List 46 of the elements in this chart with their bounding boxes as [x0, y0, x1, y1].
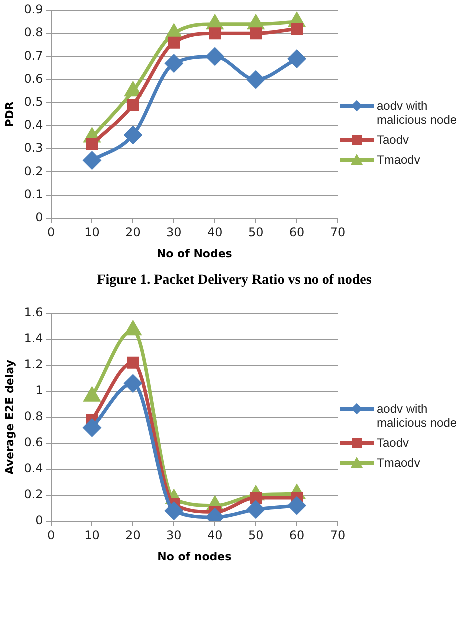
- y-tick-label: 0.8: [24, 26, 44, 40]
- y-tick-label: 1.2: [24, 358, 44, 372]
- x-tick-label: 0: [47, 528, 56, 543]
- y-tick-label: 0.6: [24, 72, 44, 86]
- x-tick-label: 20: [126, 528, 141, 543]
- legend-label: aodv with malicious node: [377, 402, 458, 430]
- y-tick-label: 0.8: [24, 410, 44, 424]
- legend-label: Taodv: [377, 436, 410, 450]
- x-tick-label: 50: [248, 528, 264, 543]
- y-tick-label: 0.2: [24, 488, 44, 502]
- y-tick-label: 1: [36, 384, 44, 398]
- legend-label: aodv with malicious node: [377, 98, 458, 126]
- x-tick-label: 50: [248, 226, 264, 240]
- y-axis-title: PDR: [3, 101, 16, 128]
- x-tick-label: 40: [207, 226, 223, 240]
- y-tick-label: 0: [36, 210, 44, 225]
- x-tick-label: 70: [330, 226, 346, 240]
- x-tick-label: 30: [166, 528, 182, 543]
- y-tick-label: 0.1: [24, 187, 44, 202]
- y-axis-title: Average E2E delay: [3, 360, 16, 475]
- y-tick-label: 0.7: [24, 48, 44, 63]
- y-tick-label: 0.6: [24, 436, 44, 450]
- y-tick-label: 0.9: [24, 2, 44, 17]
- legend-label: Tmaodv: [377, 456, 420, 470]
- x-tick-label: 70: [330, 528, 346, 543]
- x-tick-label: 30: [166, 226, 182, 240]
- y-tick-label: 0.4: [24, 462, 44, 476]
- x-tick-label: 60: [289, 528, 305, 543]
- x-tick-label: 40: [207, 528, 223, 543]
- y-tick-label: 0: [36, 514, 44, 528]
- x-tick-label: 0: [47, 226, 56, 240]
- x-tick-label: 20: [126, 226, 141, 240]
- caption: Figure 1. Packet Delivery Ratio vs no of nodes: [96, 273, 373, 289]
- x-tick-label: 60: [289, 226, 305, 240]
- y-tick-label: 0.3: [24, 141, 44, 156]
- y-tick-label: 1.6: [24, 306, 44, 320]
- x-axis-title: No of nodes: [158, 550, 232, 564]
- x-tick-label: 10: [84, 528, 100, 543]
- y-tick-label: 0.5: [24, 95, 44, 110]
- legend-label: Tmaodv: [377, 152, 420, 166]
- x-tick-label: 10: [84, 226, 100, 240]
- x-axis-title: No of Nodes: [156, 247, 233, 260]
- legend-label: Taodv: [377, 132, 410, 146]
- y-tick-label: 1.4: [24, 332, 44, 346]
- y-tick-label: 0.2: [24, 164, 44, 178]
- y-tick-label: 0.4: [24, 118, 44, 132]
